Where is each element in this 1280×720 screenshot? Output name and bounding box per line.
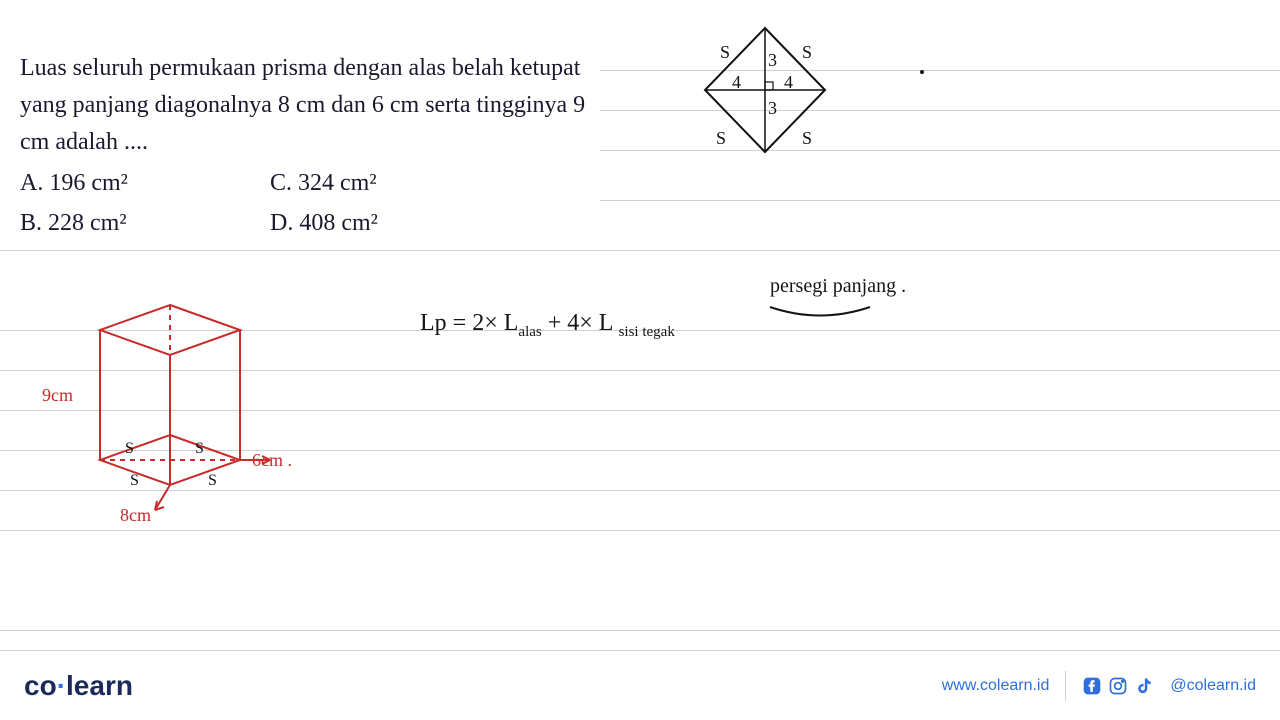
facebook-icon[interactable] [1082,676,1102,696]
prism-sketch: 9cm 6cm . 8cm S S S S [60,300,300,530]
footer-url[interactable]: www.colearn.id [942,677,1050,695]
option-c: C. 324 cm² [270,170,520,210]
prism-d2-label: 6cm . [252,450,292,471]
ruled-line [0,630,1280,631]
ruled-line [0,530,1280,531]
rhombus-side-s: S [802,42,812,63]
footer-divider [1065,671,1066,701]
option-b: B. 228 cm² [20,210,270,250]
formula-eq: = 2× L [453,310,519,336]
formula-lp-text: Lp [420,310,447,336]
prism-s-label: S [130,472,139,490]
rhombus-side-s: S [802,128,812,149]
instagram-icon[interactable] [1108,676,1128,696]
formula-plus: + 4× L [548,310,613,336]
logo-co: co [24,670,57,701]
footer-handle[interactable]: @colearn.id [1170,677,1256,695]
rhombus-diag-3: 3 [768,50,777,71]
rhombus-diag-4: 4 [784,72,793,93]
formula-alas: alas [518,324,541,340]
arc-icon [765,302,875,320]
logo: co·learn [24,670,133,702]
stray-dot [920,70,924,74]
option-a: A. 196 cm² [20,170,270,210]
tiktok-icon[interactable] [1134,676,1154,696]
footer: co·learn www.colearn.id @colearn.id [0,650,1280,720]
rhombus-diag-3: 3 [768,98,777,119]
rhombus-diag-4: 4 [732,72,741,93]
option-d: D. 408 cm² [270,210,520,250]
footer-right: www.colearn.id @colearn.id [942,671,1256,701]
formula-sisitegak: sisi tegak [619,324,675,340]
ruled-line [0,250,1280,251]
prism-s-label: S [195,440,204,458]
prism-s-label: S [208,472,217,490]
logo-dot: · [57,670,66,701]
formula-lp: Lp = 2× Lalas + 4× L sisi tegak [420,310,675,341]
rhombus-side-s: S [720,42,730,63]
rhombus-side-s: S [716,128,726,149]
prism-d1-label: 8cm [120,505,151,526]
social-icons [1082,676,1154,696]
rhombus-sketch: S S S S 3 3 4 4 [690,20,840,165]
question-text: Luas seluruh permukaan prisma dengan ala… [20,50,600,162]
ruled-line [600,200,1280,201]
prism-s-label: S [125,440,134,458]
prism-height-label: 9cm [42,385,73,406]
persegi-panjang-label: persegi panjang . [770,275,906,298]
logo-learn: learn [66,670,133,701]
options-grid: A. 196 cm² C. 324 cm² B. 228 cm² D. 408 … [20,170,520,250]
